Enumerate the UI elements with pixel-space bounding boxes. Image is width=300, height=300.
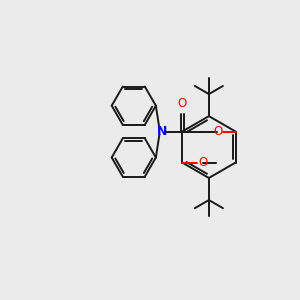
Text: O: O [198,156,207,169]
Text: O: O [178,97,187,110]
Text: O: O [213,125,222,138]
Text: N: N [157,125,167,138]
